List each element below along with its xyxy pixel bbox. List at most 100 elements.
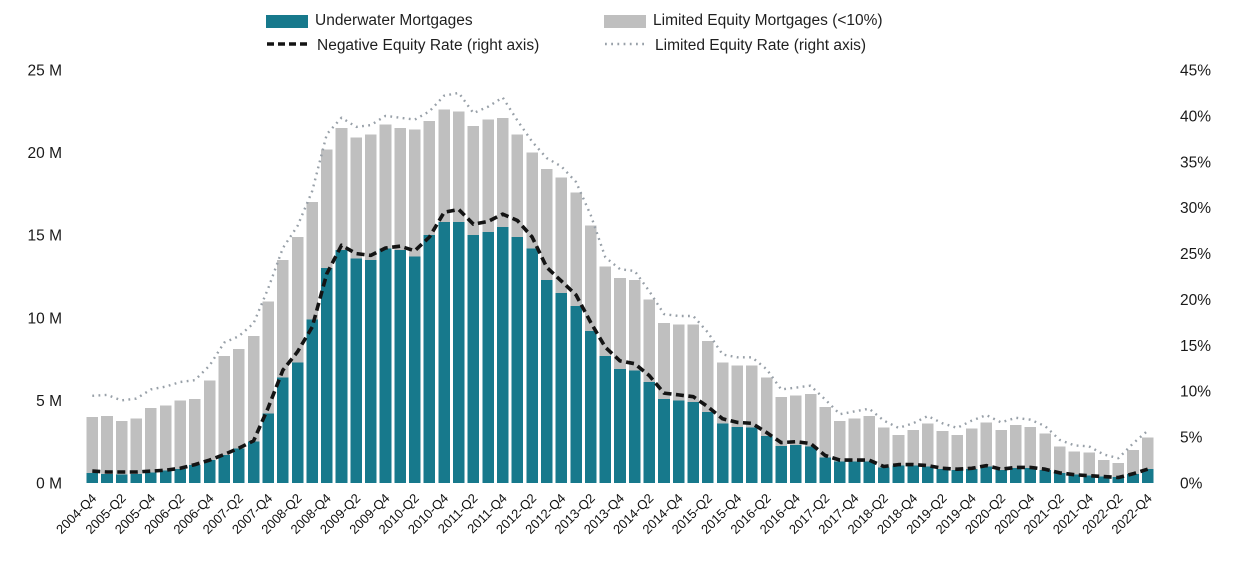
bar-segment-underwater [790,445,802,483]
bar-segment-limited-equity [936,430,949,469]
bar-segment-underwater [203,459,216,483]
legend-label: Limited Equity Rate (right axis) [655,37,867,54]
bar-segment-limited-equity [409,129,421,257]
bar-segment-underwater [423,235,436,483]
bar-segment-underwater [394,250,406,483]
bar-segment-underwater [746,427,758,483]
bar-segment-limited-equity [702,340,714,412]
bar-segment-limited-equity [306,202,318,320]
bar-segment-limited-equity [496,117,509,227]
legend-label: Underwater Mortgages [315,12,473,29]
left-axis-tick-label: 5 M [36,393,62,410]
bar-segment-underwater [438,221,450,484]
bar-segment-limited-equity [1039,433,1051,470]
bar-segment-underwater [247,441,260,483]
bar-segment-underwater [643,382,656,483]
dotted-line-swatch-icon [604,37,648,56]
legend-item-underwater-mortgages: Underwater Mortgages [266,10,604,32]
bar-segment-underwater [86,473,99,483]
bar-segment-limited-equity [174,400,187,469]
legend-item-limited-equity-rate: Limited Equity Rate (right axis) [604,35,883,57]
bar-segment-limited-equity [907,430,919,466]
bar-segment-underwater [863,461,875,483]
bar-segment-underwater [936,468,949,483]
bar-segment-underwater [878,467,890,483]
bar-segment-limited-equity [614,278,626,370]
bar-segment-limited-equity [115,421,128,475]
bar-segment-limited-equity [1024,426,1037,469]
bar-segment-limited-equity [966,428,978,469]
bar-segment-limited-equity [86,416,99,474]
right-axis-tick-label: 20% [1180,292,1211,309]
left-axis-tick-label: 0 M [36,476,62,493]
bar-segment-limited-equity [203,380,216,460]
bar-segment-underwater [145,472,157,483]
bar-segment-limited-equity [321,149,333,269]
bar-segment-limited-equity [247,335,260,442]
bar-segment-limited-equity [1112,463,1125,478]
bar-segment-limited-equity [570,192,582,307]
bar-segment-underwater [658,398,670,483]
x-axis-labels: 2004-Q42005-Q22005-Q42006-Q22006-Q42007-… [53,491,1155,537]
bar-segment-underwater [1141,468,1154,483]
right-axis-tick-label: 10% [1180,384,1211,401]
bar-segment-limited-equity [599,266,612,356]
bar-segment-limited-equity [526,152,538,249]
bar-segment-limited-equity [101,416,113,474]
bar-segment-limited-equity [995,430,1007,470]
bar-segment-underwater [716,423,729,483]
bar-segment-limited-equity [584,225,597,332]
bar-segment-limited-equity [863,416,875,462]
bar-segment-limited-equity [1068,451,1081,475]
bar-segment-underwater [233,448,245,483]
bar-segment-limited-equity [145,407,157,473]
bar-segment-underwater [321,268,333,483]
legend-label: Negative Equity Rate (right axis) [317,37,540,54]
bar-segment-limited-equity [731,365,744,427]
bars-limited-equity-mortgages [86,109,1154,478]
bar-segment-limited-equity [848,418,861,462]
bar-segment-limited-equity [511,134,524,237]
bar-segment-underwater [350,258,362,483]
bar-segment-limited-equity [189,398,201,465]
bar-segment-limited-equity [262,301,274,414]
bar-segment-limited-equity [1083,452,1095,476]
bar-segment-underwater [379,248,392,483]
bar-segment-underwater [101,473,113,483]
bar-segment-limited-equity [277,259,289,378]
limited-equity-bar-swatch-icon [604,14,646,28]
bar-segment-underwater [526,248,538,483]
bar-segment-underwater [335,250,348,483]
bar-segment-underwater [496,226,509,483]
bar-segment-limited-equity [218,355,231,455]
bar-segment-underwater [819,457,831,483]
bar-segment-underwater [995,469,1007,483]
bar-segment-underwater [555,293,568,483]
legend: Underwater Mortgages Limited Equity Mort… [266,10,883,57]
bar-segment-underwater [277,377,289,483]
dashed-line-swatch-icon [266,37,310,56]
right-axis-tick-label: 25% [1180,246,1211,263]
bar-segment-underwater [174,468,187,483]
bar-segment-underwater [189,464,201,483]
bar-segment-underwater [1009,468,1022,483]
underwater-bar-swatch-icon [266,14,308,28]
bar-segment-underwater [159,470,172,483]
right-axis-tick-label: 5% [1180,430,1203,447]
bar-segment-limited-equity [467,126,480,236]
bar-segment-limited-equity [658,322,670,399]
bar-segment-underwater [672,400,685,483]
dotted-rate-line [92,91,1149,460]
bar-segment-limited-equity [452,111,465,222]
bar-segment-limited-equity [423,121,436,236]
bar-segment-underwater [1112,477,1125,483]
bar-segment-underwater [834,461,846,483]
bar-segment-limited-equity [1053,446,1066,474]
bar-segment-underwater [570,306,582,483]
bar-segment-limited-equity [350,137,362,259]
bar-segment-underwater [584,331,597,483]
bar-segment-limited-equity [233,349,245,449]
bar-segment-limited-equity [1141,437,1154,469]
